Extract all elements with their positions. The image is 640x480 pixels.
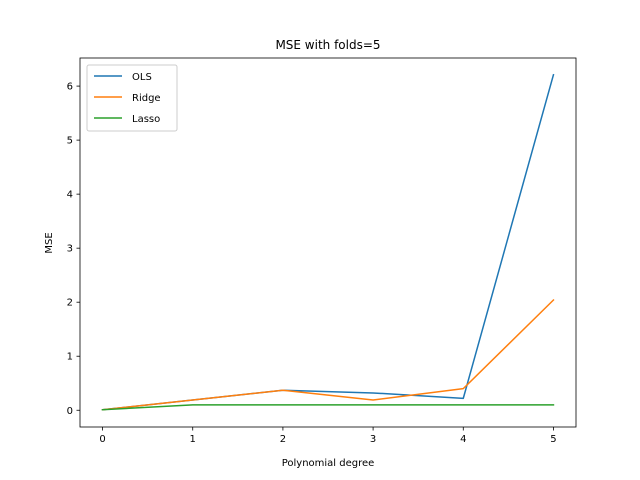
legend-box — [86, 64, 178, 132]
x-tick-label: 2 — [280, 434, 286, 445]
series-line-lasso — [101, 404, 555, 411]
y-tick-label: 4 — [67, 190, 73, 201]
legend-label-ridge: Ridge — [132, 93, 161, 104]
axes-frame — [79, 57, 577, 428]
y-tick-label: 5 — [67, 136, 73, 147]
plot-area: 0 1 2 3 4 5 0 1 2 3 4 5 6 — [67, 57, 577, 445]
x-tick-label: 5 — [550, 434, 556, 445]
x-tick-label: 3 — [370, 434, 376, 445]
y-tick-label: 6 — [67, 82, 73, 93]
chart-title: MSE with folds=5 — [275, 38, 380, 52]
y-tick-label: 3 — [67, 244, 73, 255]
legend-label-lasso: Lasso — [132, 114, 160, 125]
x-axis-label: Polynomial degree — [282, 458, 375, 469]
y-tick-label: 1 — [67, 352, 73, 363]
legend-label-ols: OLS — [132, 72, 152, 83]
x-tick-label: 1 — [190, 434, 196, 445]
y-tick-label: 0 — [67, 406, 73, 417]
x-tick-label: 4 — [460, 434, 466, 445]
legend: OLS Ridge Lasso — [86, 64, 178, 132]
series-line-ridge — [101, 298, 555, 411]
y-axis-label: MSE — [44, 232, 55, 253]
x-tick-label: 0 — [99, 434, 105, 445]
y-tick-label: 2 — [67, 298, 73, 309]
